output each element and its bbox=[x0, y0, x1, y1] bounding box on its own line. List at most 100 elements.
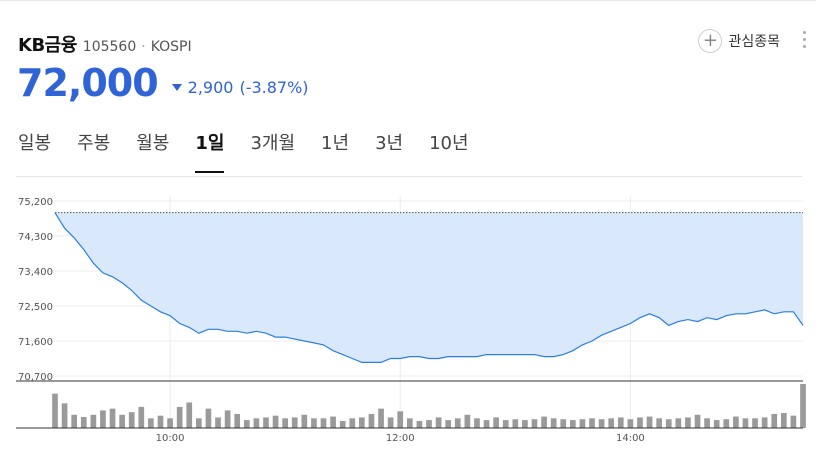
volume-bar bbox=[752, 418, 758, 428]
stock-header: KB금융 105560 · KOSPI bbox=[18, 31, 192, 57]
volume-bar bbox=[368, 413, 375, 428]
volume-bar bbox=[627, 419, 634, 428]
y-axis-labels: 75,200 74,300 73,400 72,500 71,600 70,700 bbox=[18, 197, 53, 383]
volume-bar bbox=[406, 418, 413, 428]
y-tick-label: 75,200 bbox=[18, 197, 53, 208]
volume-bar bbox=[570, 420, 576, 428]
tab-1year[interactable]: 1년 bbox=[321, 133, 350, 154]
y-tick-label: 74,300 bbox=[18, 232, 53, 243]
volume-bar bbox=[742, 418, 749, 428]
volume-bar bbox=[234, 413, 241, 428]
down-triangle-icon bbox=[171, 83, 182, 91]
volume-bar bbox=[617, 417, 624, 428]
volume-bar bbox=[416, 420, 423, 428]
volume-bar bbox=[253, 418, 260, 428]
stock-market: KOSPI bbox=[150, 39, 192, 55]
add-favorite-button[interactable]: + 관심종목 bbox=[698, 29, 780, 53]
tab-10year[interactable]: 10년 bbox=[429, 133, 469, 154]
volume-bar bbox=[435, 417, 442, 428]
volume-bar bbox=[339, 420, 346, 428]
volume-bar bbox=[109, 408, 116, 428]
volume-bar bbox=[301, 414, 308, 428]
x-tick-label: 14:00 bbox=[616, 433, 645, 444]
volume-bar bbox=[512, 419, 519, 428]
price-line bbox=[54, 212, 804, 363]
y-tick-label: 73,400 bbox=[18, 267, 53, 278]
volume-bar bbox=[800, 384, 806, 428]
volume-bar bbox=[646, 416, 653, 428]
change-percent: (-3.87%) bbox=[239, 77, 309, 97]
volume-bar bbox=[608, 418, 615, 428]
volume-bar bbox=[733, 416, 739, 428]
intraday-chart[interactable]: 75,200 74,300 73,400 72,500 71,600 70,700 10:… bbox=[0, 186, 816, 446]
volume-bar bbox=[637, 417, 643, 428]
volume-bar bbox=[790, 415, 797, 428]
volume-bar bbox=[723, 419, 730, 428]
volume-bar bbox=[550, 418, 557, 428]
tab-week-candle[interactable]: 주봉 bbox=[77, 133, 111, 154]
volume-bar bbox=[71, 414, 78, 428]
volume-bar bbox=[474, 418, 480, 428]
volume-bar bbox=[100, 410, 106, 428]
volume-bar bbox=[186, 402, 193, 428]
volume-bar bbox=[263, 417, 269, 428]
y-tick-label: 70,700 bbox=[18, 372, 53, 383]
volume-bar bbox=[378, 408, 384, 428]
volume-bar bbox=[675, 418, 682, 428]
volume-bar bbox=[694, 414, 701, 428]
tab-3year[interactable]: 3년 bbox=[375, 133, 404, 154]
price-change: 2,900 (-3.87%) bbox=[171, 77, 309, 97]
price-area bbox=[55, 212, 803, 363]
volume-bar bbox=[761, 417, 768, 428]
change-amount: 2,900 bbox=[187, 77, 234, 97]
favorite-label: 관심종목 bbox=[728, 34, 780, 50]
volume-bar bbox=[589, 418, 595, 428]
volume-bar bbox=[598, 419, 605, 428]
volume-bar bbox=[493, 417, 499, 428]
volume-bar bbox=[291, 417, 298, 428]
volume-bar bbox=[128, 412, 135, 428]
volume-bar bbox=[80, 417, 87, 428]
x-axis-labels: 10:00 12:00 14:00 bbox=[156, 433, 645, 444]
volume-bar bbox=[138, 406, 145, 428]
volume-bar bbox=[320, 418, 327, 428]
kebab-icon[interactable] bbox=[803, 31, 806, 48]
volume-bar bbox=[215, 417, 221, 428]
volume-bar bbox=[483, 420, 490, 428]
volume-bar bbox=[397, 411, 404, 428]
stock-name[interactable]: KB금융 bbox=[18, 35, 77, 56]
tab-day-candle[interactable]: 일봉 bbox=[18, 133, 52, 154]
volume-bar bbox=[502, 420, 509, 428]
tab-month-candle[interactable]: 월봉 bbox=[136, 133, 170, 154]
volume-bar bbox=[713, 420, 720, 428]
volume-bar bbox=[176, 406, 183, 428]
volume-bar bbox=[243, 420, 250, 428]
volume-bar bbox=[205, 408, 212, 428]
x-tick-label: 12:00 bbox=[386, 433, 415, 444]
volume-bar bbox=[349, 418, 356, 428]
volume-bar bbox=[167, 418, 173, 428]
volume-bar bbox=[685, 417, 691, 428]
tabs-divider bbox=[16, 176, 802, 177]
period-tabs: 일봉 주봉 월봉 1일 3개월 1년 3년 10년 bbox=[18, 129, 495, 173]
volume-bar bbox=[780, 413, 787, 428]
separator-dot: · bbox=[141, 39, 146, 55]
volume-bar bbox=[90, 414, 97, 428]
volume-bar bbox=[579, 419, 586, 428]
price-row: 72,000 2,900 (-3.87%) bbox=[17, 61, 309, 105]
y-tick-label: 72,500 bbox=[18, 302, 53, 313]
volume-bar bbox=[119, 414, 125, 428]
volume-bar bbox=[330, 416, 336, 428]
plus-icon: + bbox=[698, 29, 723, 53]
volume-bar bbox=[311, 418, 317, 428]
volume-bar bbox=[52, 393, 58, 428]
tab-1day[interactable]: 1일 bbox=[195, 129, 225, 173]
y-tick-label: 71,600 bbox=[18, 337, 53, 348]
volume-bar bbox=[359, 417, 365, 428]
volume-bar bbox=[282, 418, 288, 428]
tab-3month[interactable]: 3개월 bbox=[250, 133, 296, 154]
volume-bar bbox=[665, 419, 672, 428]
volume-bars bbox=[52, 384, 806, 428]
volume-bar bbox=[426, 420, 432, 428]
